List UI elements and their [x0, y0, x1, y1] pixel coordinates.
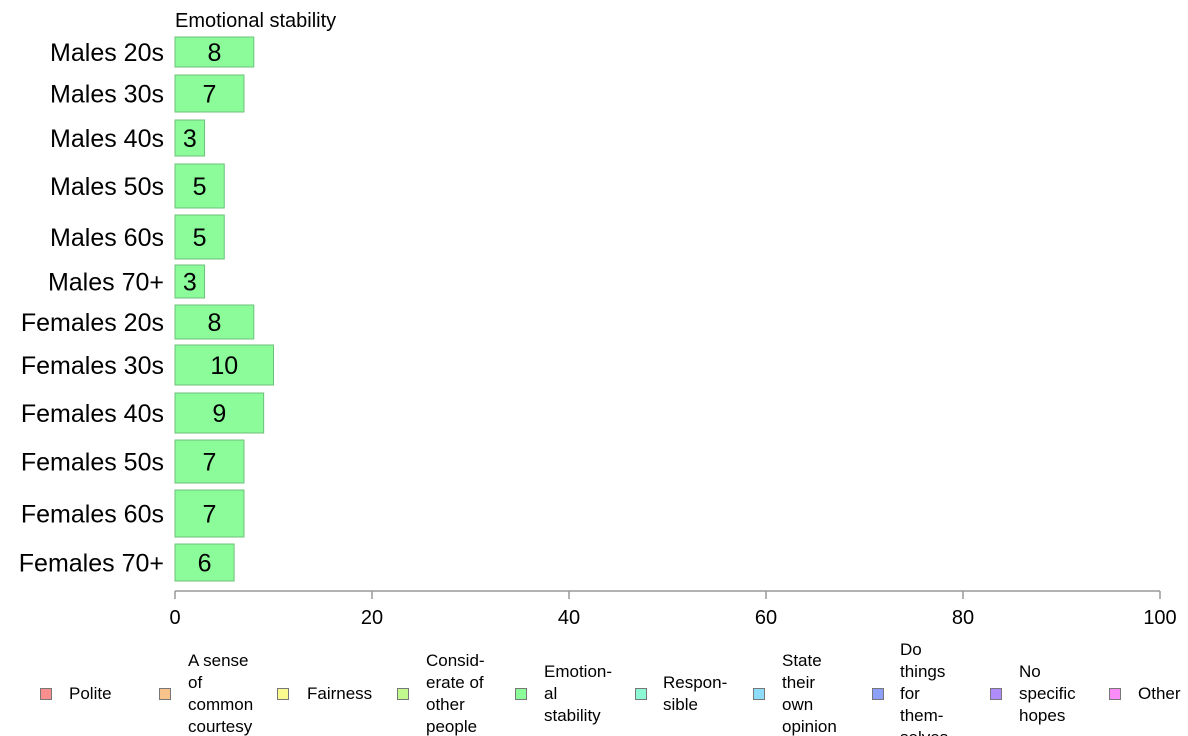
category-label: Females 30s: [21, 352, 164, 380]
bar: [174, 304, 255, 340]
bar: [174, 163, 225, 209]
legend-label: Other: [1138, 684, 1181, 703]
category-label: Males 50s: [50, 173, 164, 201]
legend-label: A sense of common courtesy: [188, 651, 254, 736]
bar: [174, 489, 245, 538]
category-label: Males 60s: [50, 224, 164, 252]
legend-swatch: [753, 688, 765, 700]
legend-swatch: [277, 688, 289, 700]
category-label: Females 60s: [21, 501, 164, 529]
category-label: Males 30s: [50, 81, 164, 109]
bar: [174, 543, 235, 582]
bar: [174, 36, 255, 68]
legend-swatch: [397, 688, 409, 700]
legend: Polite A sense of common courtesy Fairness…: [0, 640, 1188, 736]
legend-label: Emotion- al stability: [544, 662, 613, 725]
bar: [174, 74, 245, 113]
category-label: Females 40s: [21, 400, 164, 428]
bar-value-label: 6: [198, 550, 212, 578]
bar: [174, 439, 245, 484]
bar: [174, 392, 265, 434]
legend-label: Consid- erate of other people: [426, 651, 485, 736]
legend-label: Respon- sible: [663, 673, 728, 714]
bar-value-label: 7: [203, 501, 217, 529]
legend-swatch: [159, 688, 171, 700]
x-tick-label: 40: [558, 607, 580, 629]
x-tick-label: 80: [952, 607, 974, 629]
bar: [174, 119, 206, 157]
x-tick-label: 20: [361, 607, 383, 629]
bar-value-label: 5: [193, 173, 207, 201]
legend-label: No specific hopes: [1019, 662, 1076, 725]
legend-swatch: [872, 688, 884, 700]
chart-title: Emotional stability: [175, 10, 336, 32]
category-label: Males 20s: [50, 39, 164, 67]
legend-label: Do things for them- selves: [900, 640, 948, 736]
x-tick-label: 100: [1143, 607, 1176, 629]
category-label: Females 50s: [21, 449, 164, 477]
bar-value-label: 5: [193, 224, 207, 252]
bar-value-label: 8: [207, 39, 221, 67]
category-label: Females 20s: [21, 309, 164, 337]
category-label: Males 40s: [50, 125, 164, 153]
bar-value-label: 7: [203, 449, 217, 477]
x-tick-label: 0: [169, 607, 180, 629]
legend-swatch: [1109, 688, 1121, 700]
legend-label: Fairness: [307, 684, 373, 703]
bar-value-label: 3: [183, 125, 197, 153]
legend-label: State their own opinion: [782, 651, 837, 736]
legend-swatch: [515, 688, 527, 700]
bar: [174, 264, 206, 299]
legend-swatch: [635, 688, 647, 700]
legend-label: Polite: [69, 684, 112, 703]
category-label: Females 70+: [19, 550, 164, 578]
bar: [174, 214, 225, 260]
bar-value-label: 8: [207, 309, 221, 337]
bar: [174, 344, 274, 386]
bar-value-label: 7: [203, 81, 217, 109]
x-tick-label: 60: [755, 607, 777, 629]
bar-value-label: 10: [210, 352, 238, 380]
bar-value-label: 9: [212, 400, 226, 428]
category-label: Males 70+: [48, 269, 164, 297]
legend-swatch: [40, 688, 52, 700]
legend-swatch: [990, 688, 1002, 700]
bar-value-label: 3: [183, 269, 197, 297]
